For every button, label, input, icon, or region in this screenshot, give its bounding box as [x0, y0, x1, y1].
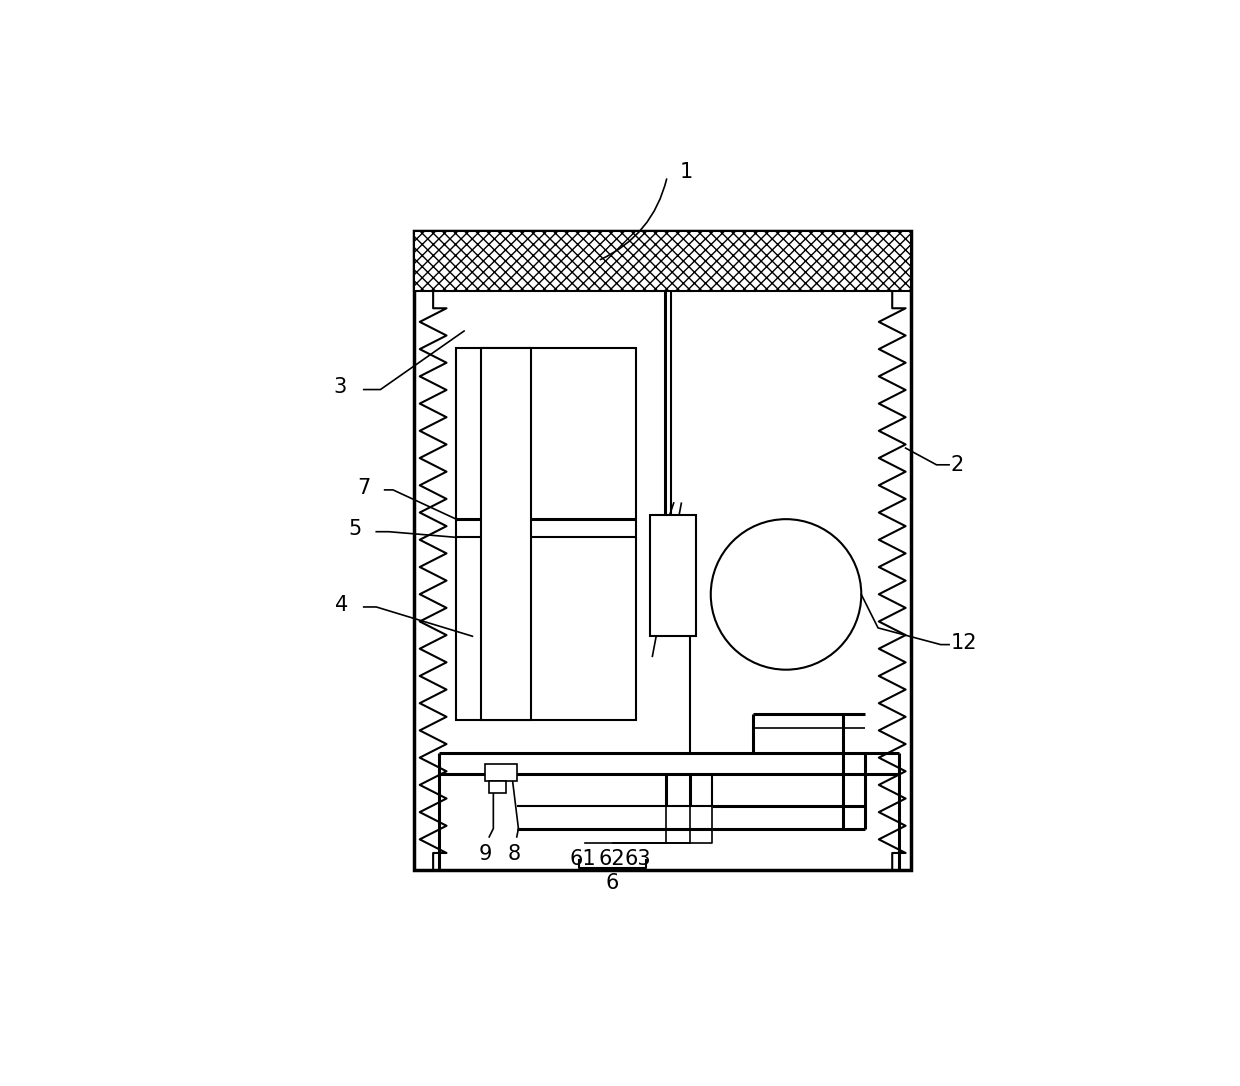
Text: 2: 2	[951, 455, 963, 475]
Bar	[414, 230, 911, 291]
Text: 4: 4	[335, 595, 348, 616]
Text: 12: 12	[951, 633, 977, 653]
Text: 62: 62	[599, 849, 625, 870]
Text: 61: 61	[569, 849, 596, 870]
Text: 63: 63	[625, 849, 651, 870]
Bar	[489, 781, 506, 794]
Text: 9: 9	[479, 844, 492, 863]
Text: 8: 8	[507, 844, 521, 863]
Text: 3: 3	[334, 377, 347, 397]
Bar	[456, 348, 636, 720]
Text: 5: 5	[348, 519, 361, 539]
Text: 1: 1	[680, 162, 693, 182]
Bar	[485, 765, 517, 781]
Bar	[414, 230, 911, 870]
Bar	[481, 348, 531, 720]
Text: 6: 6	[605, 873, 619, 893]
Bar	[650, 515, 696, 636]
Text: 7: 7	[357, 478, 371, 498]
